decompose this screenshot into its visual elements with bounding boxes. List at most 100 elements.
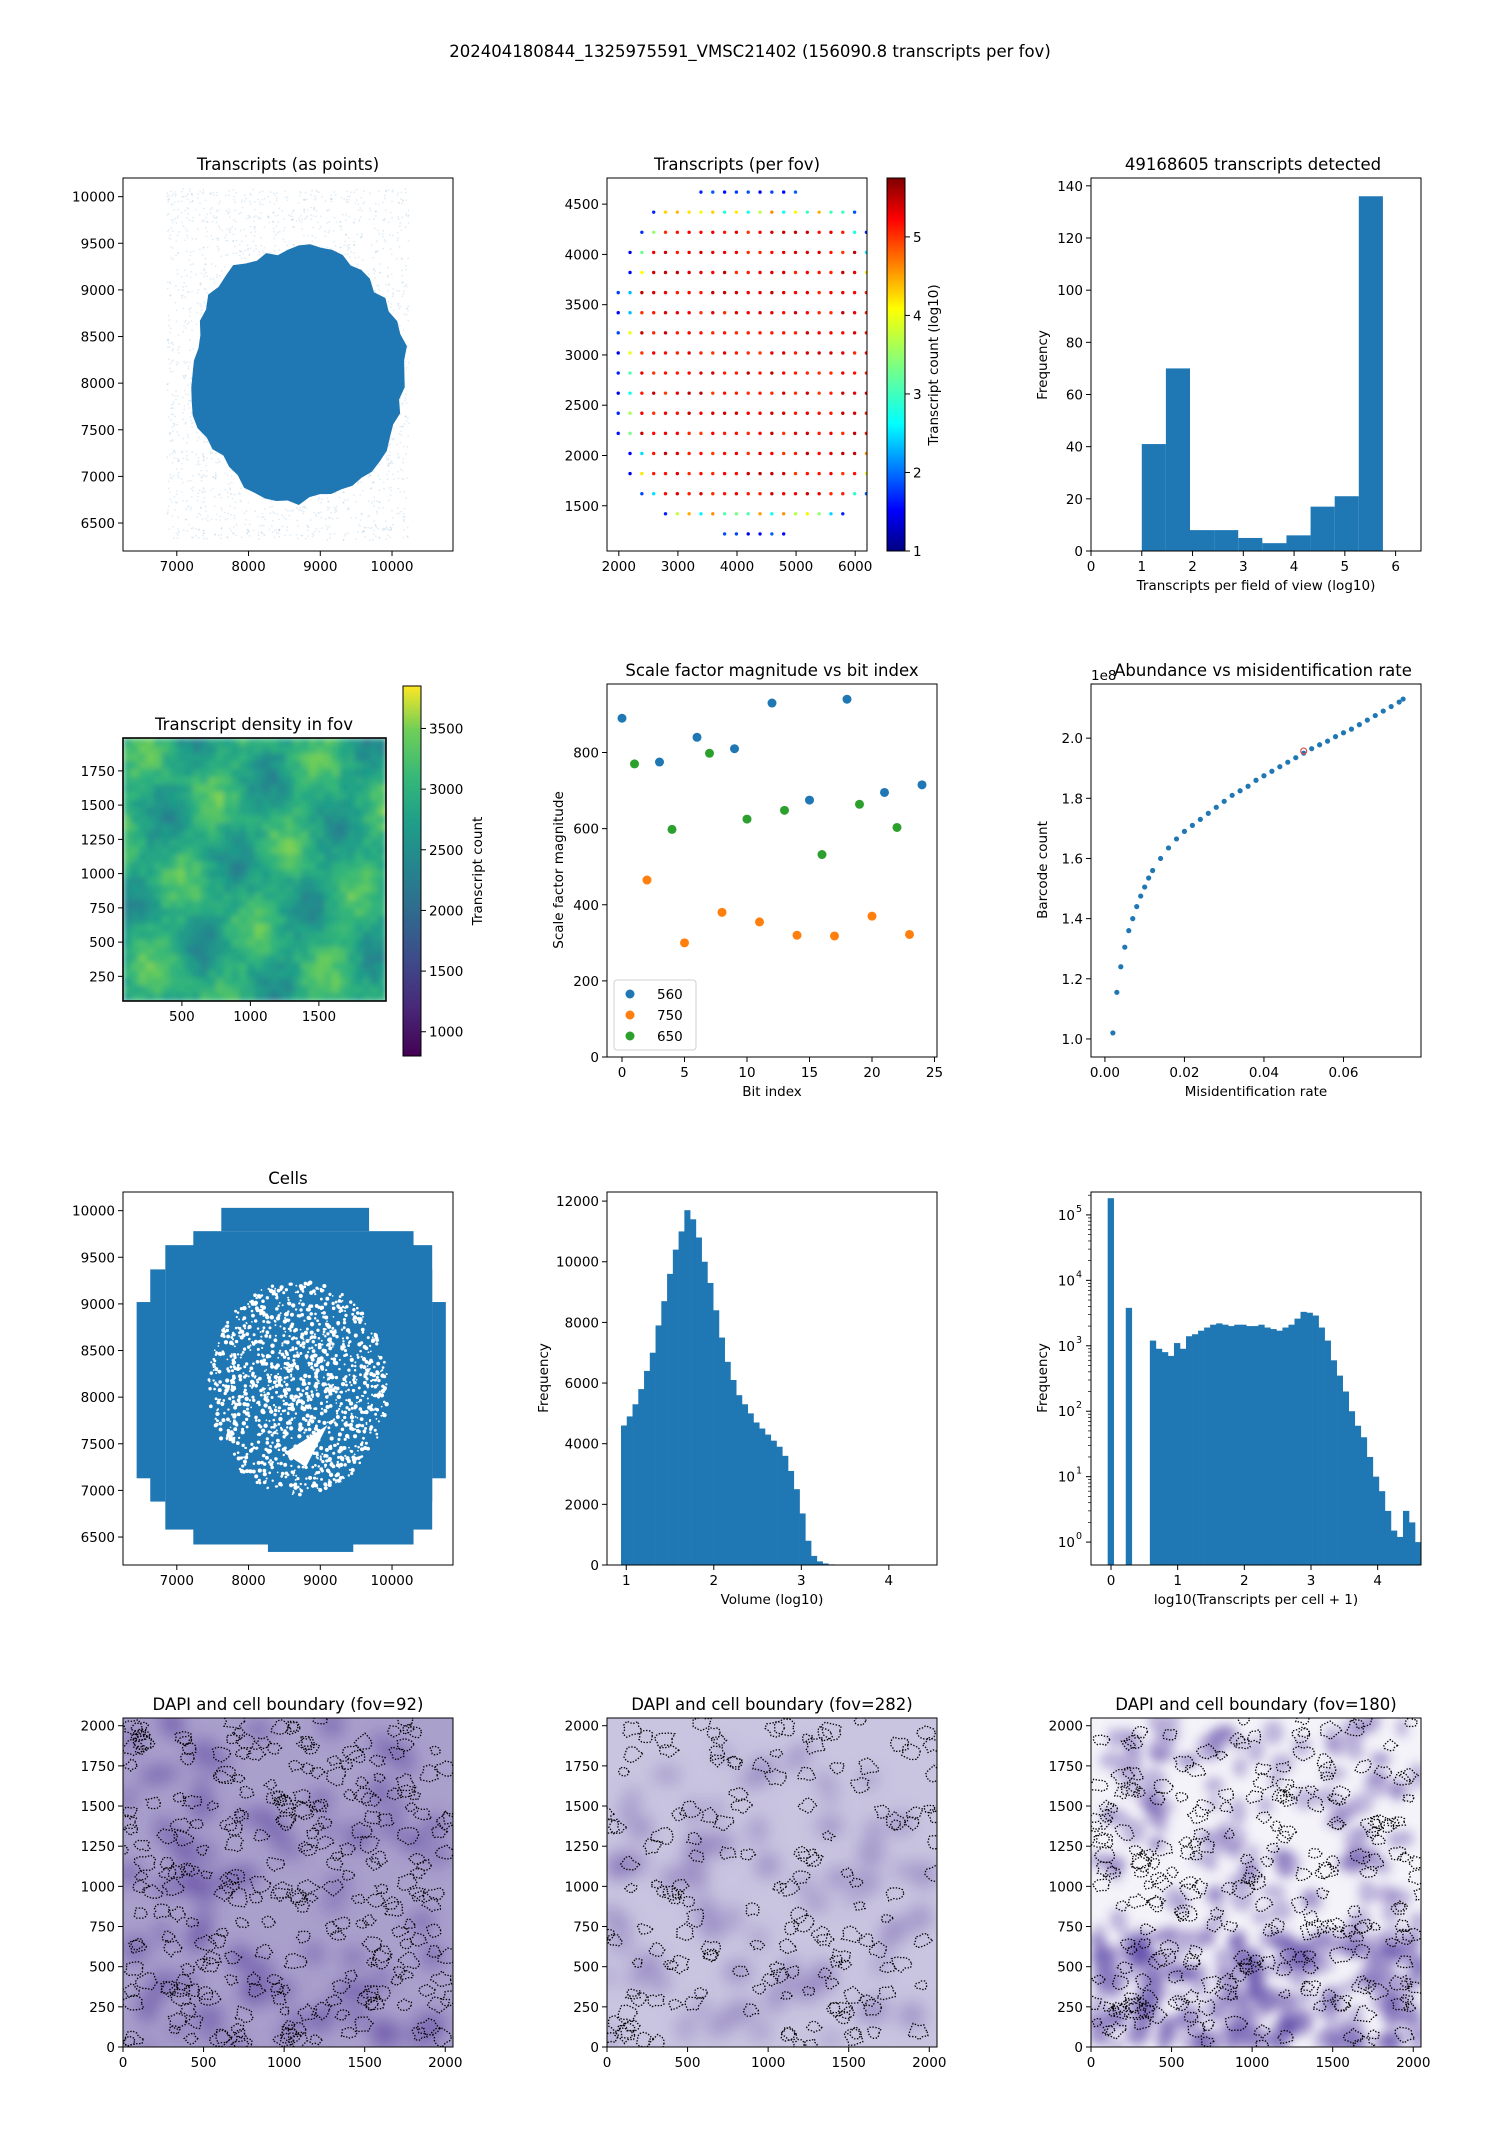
- sparse-point: [278, 249, 281, 251]
- y-tick-label: 1750: [81, 764, 115, 780]
- cell-gap: [244, 1455, 249, 1460]
- sparse-point: [384, 528, 386, 531]
- cell-gap: [351, 1455, 356, 1460]
- density-cell: [277, 915, 287, 925]
- density-cell: [316, 946, 325, 956]
- sparse-point: [168, 319, 171, 321]
- fov-point: [687, 512, 691, 516]
- density-cell: [324, 915, 333, 925]
- density-cell: [308, 892, 317, 902]
- density-cell: [324, 923, 333, 932]
- sparse-point: [330, 198, 333, 201]
- cell-gap: [294, 1394, 299, 1399]
- fov-point: [722, 290, 727, 295]
- sparse-point: [315, 209, 318, 212]
- cell-gap: [351, 1388, 356, 1393]
- sparse-point: [235, 191, 238, 194]
- density-cell: [239, 884, 248, 894]
- sparse-point: [235, 239, 238, 242]
- sparse-point: [189, 361, 191, 364]
- density-cell: [169, 745, 178, 755]
- density-cell: [269, 768, 279, 778]
- density-cell: [177, 792, 186, 801]
- density-cell: [138, 977, 147, 987]
- density-cell: [339, 761, 348, 770]
- sparse-point: [184, 362, 187, 365]
- density-cell: [177, 892, 186, 902]
- sparse-point: [220, 270, 223, 272]
- panel-title: Transcript density in fov: [154, 715, 353, 734]
- density-cell: [169, 861, 178, 871]
- sparse-point: [407, 305, 410, 308]
- density-cell: [293, 768, 302, 778]
- sparse-point: [402, 536, 405, 539]
- sparse-point: [220, 537, 222, 540]
- density-cell: [184, 970, 194, 979]
- fov-point: [817, 451, 821, 456]
- colorbar-tick-label: 2: [913, 465, 922, 481]
- fov-point: [805, 491, 810, 496]
- density-cell: [161, 854, 171, 863]
- density-cell: [239, 915, 248, 925]
- sparse-point: [180, 450, 183, 453]
- sparse-point: [305, 215, 308, 218]
- sparse-point: [340, 246, 342, 249]
- sparse-point: [314, 236, 317, 239]
- sparse-point: [207, 515, 209, 517]
- sparse-point: [262, 533, 265, 536]
- sparse-point: [345, 198, 348, 201]
- density-cell: [153, 846, 163, 855]
- density-cell: [200, 869, 209, 878]
- fov-point: [663, 491, 668, 496]
- sparse-point: [391, 190, 394, 193]
- scale-point-750: [755, 917, 764, 927]
- y-tick-label: 2000: [565, 448, 599, 464]
- density-cell: [362, 908, 372, 917]
- density-cell: [161, 985, 171, 994]
- fov-point: [829, 311, 833, 315]
- sparse-point: [317, 221, 319, 224]
- cell-gap: [361, 1357, 367, 1362]
- sparse-point: [369, 207, 371, 210]
- sparse-point: [191, 412, 193, 415]
- density-cell: [223, 931, 232, 940]
- density-cell: [184, 954, 194, 963]
- density-cell: [246, 823, 256, 832]
- sparse-point: [215, 518, 218, 521]
- fov-point: [817, 512, 821, 516]
- sparse-point: [203, 269, 206, 272]
- sparse-point: [197, 289, 200, 291]
- cell-block: [432, 1302, 446, 1479]
- x-tick-label: 1: [1137, 559, 1146, 575]
- sparse-point: [405, 283, 408, 286]
- sparse-point: [385, 527, 388, 530]
- density-cell: [355, 861, 364, 871]
- sparse-point: [390, 460, 393, 462]
- sparse-point: [260, 244, 263, 247]
- cell-gap: [267, 1287, 270, 1291]
- sparse-point: [198, 528, 200, 531]
- density-cell: [269, 931, 279, 940]
- density-cell: [239, 908, 248, 917]
- density-cell: [378, 954, 386, 963]
- density-cell: [316, 799, 325, 809]
- fov-point: [640, 491, 644, 496]
- fov-point: [781, 331, 786, 335]
- sparse-point: [169, 370, 172, 373]
- sparse-point: [239, 229, 242, 232]
- density-cell: [370, 807, 379, 816]
- sparse-point: [328, 208, 331, 211]
- fov-point: [829, 431, 833, 436]
- sparse-point: [260, 532, 263, 534]
- sparse-point: [226, 239, 229, 242]
- sparse-point: [177, 208, 180, 211]
- legend-label-560: 560: [657, 987, 683, 1003]
- density-cell: [123, 823, 132, 832]
- density-cell: [153, 931, 163, 940]
- density-cell: [208, 869, 217, 878]
- sparse-point: [391, 462, 394, 465]
- density-cell: [169, 884, 178, 894]
- sparse-point: [297, 201, 300, 204]
- fov-point: [640, 451, 644, 456]
- sparse-point: [378, 478, 381, 481]
